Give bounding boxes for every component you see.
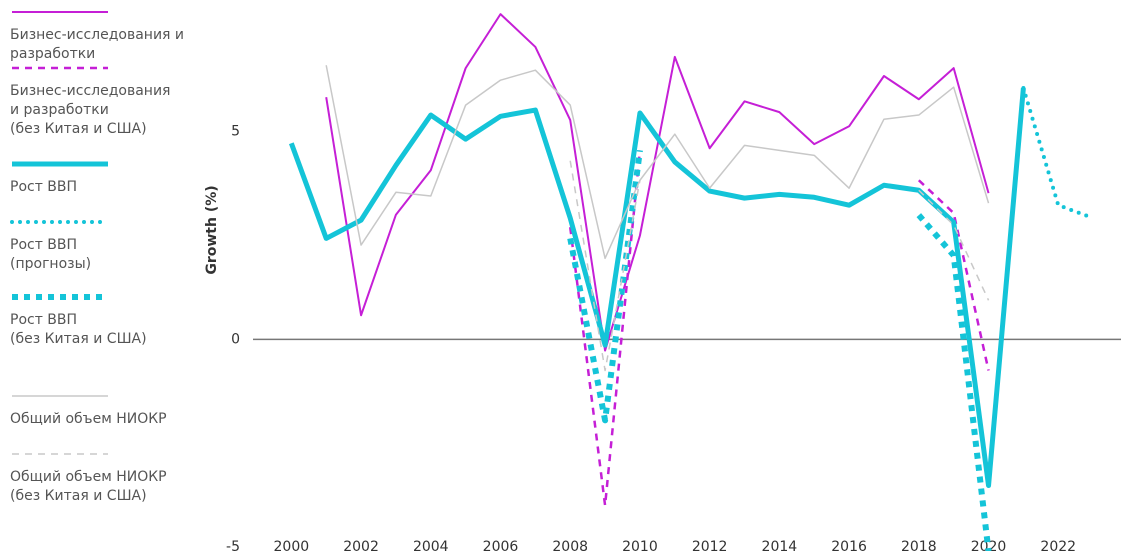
x-tick-label: 2012 xyxy=(692,539,728,551)
x-tick-label: 2006 xyxy=(483,539,519,551)
series-line xyxy=(567,149,992,551)
legend-swatch xyxy=(12,11,108,13)
x-tick-label: 2000 xyxy=(274,539,310,551)
legend-item: Бизнес-исследования и разработки (без Ки… xyxy=(10,60,210,139)
legend-item: Рост ВВП (без Китая и США) xyxy=(10,289,210,349)
legend-swatch xyxy=(12,161,108,167)
legend-label: Рост ВВП (без Китая и США) xyxy=(10,312,147,347)
legend-label: Бизнес-исследования и разработки (без Ки… xyxy=(10,83,171,137)
x-tick-label: 2022 xyxy=(1040,539,1076,551)
series-line xyxy=(1021,86,1096,221)
x-tick-label: 2004 xyxy=(413,539,449,551)
x-tick-label: 2002 xyxy=(343,539,379,551)
legend-label: Общий объем НИОКР xyxy=(10,411,167,427)
legend-swatch xyxy=(12,453,108,455)
x-tick-label: 2018 xyxy=(901,539,937,551)
y-axis-label: Growth (%) xyxy=(204,185,220,274)
legend-swatch xyxy=(10,220,110,224)
y-tick-label: 0 xyxy=(231,331,240,347)
legend-swatch xyxy=(12,395,108,397)
legend-item: Бизнес-исследования и разработки xyxy=(10,4,210,64)
series-line xyxy=(569,160,990,372)
legend-label: Бизнес-исследования и разработки xyxy=(10,27,185,62)
legend-item: Рост ВВП xyxy=(10,156,210,197)
x-tick-label: 2014 xyxy=(762,539,798,551)
legend-label: Рост ВВП (прогнозы) xyxy=(10,237,92,272)
x-tick-label: 2020 xyxy=(971,539,1007,551)
legend-item: Общий объем НИОКР (без Китая и США) xyxy=(10,446,210,506)
series-line xyxy=(325,65,990,260)
x-tick-label: 2008 xyxy=(552,539,588,551)
legend-swatch xyxy=(12,66,108,70)
legend-swatch xyxy=(12,294,108,300)
legend-label: Рост ВВП xyxy=(10,179,78,195)
series-line xyxy=(568,150,990,507)
series-line xyxy=(325,13,990,352)
legend-item: Рост ВВП (прогнозы) xyxy=(10,214,210,274)
legend-label: Общий объем НИОКР (без Китая и США) xyxy=(10,469,167,504)
series-line xyxy=(288,87,1026,489)
y-tick-label: -5 xyxy=(226,539,240,551)
x-tick-label: 2016 xyxy=(831,539,867,551)
y-tick-label: 5 xyxy=(231,124,240,140)
legend-item: Общий объем НИОКР xyxy=(10,388,210,429)
x-tick-label: 2010 xyxy=(622,539,658,551)
